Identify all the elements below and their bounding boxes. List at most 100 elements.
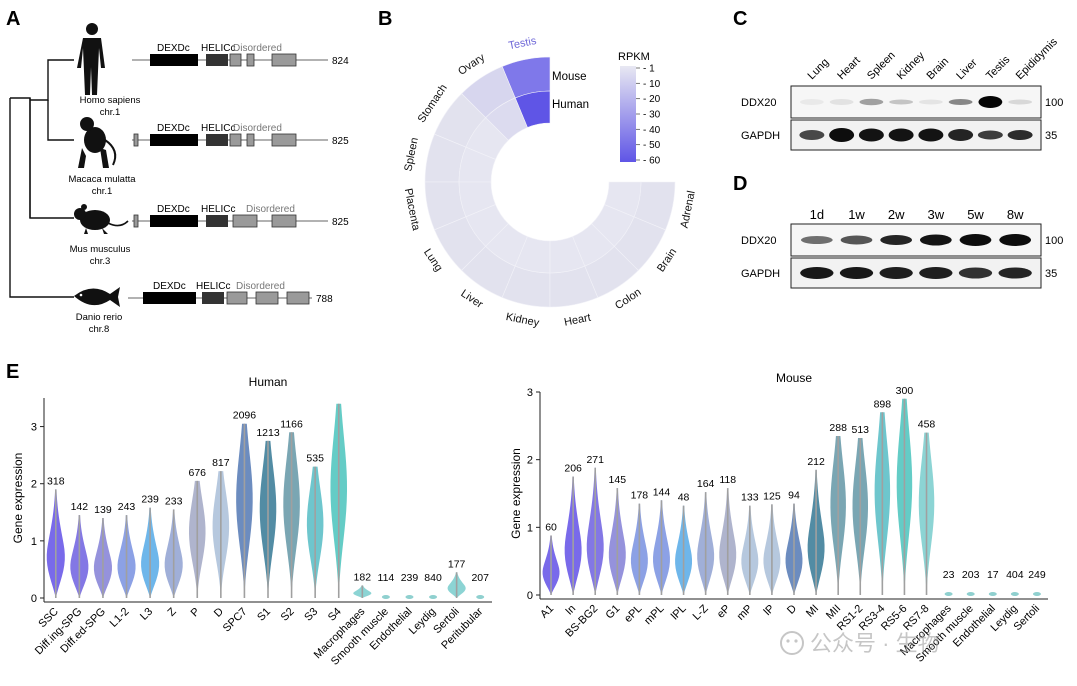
legend-tick-label: - 30: [643, 110, 661, 121]
cell-count-label: 178: [631, 490, 649, 502]
x-tick-label: Sertoli: [1012, 603, 1043, 634]
cell-count-label: 177: [448, 558, 466, 570]
x-tick-label: S3: [302, 606, 320, 624]
legend-tick-label: - 60: [643, 156, 661, 167]
panel-label-a: A: [6, 8, 20, 30]
y-axis-label: Gene expression: [11, 453, 25, 544]
protein-length: 825: [332, 136, 349, 147]
lane-label: 3w: [928, 207, 945, 222]
western-lane-labels: 1d 1w 2w 3w 5w 8w: [810, 207, 1024, 222]
band-gapdh: [829, 128, 855, 142]
panel-label-c: C: [733, 8, 747, 30]
violin-title: Human: [249, 375, 288, 389]
cell-count-label: 676: [188, 467, 206, 479]
band-gapdh: [879, 267, 913, 279]
x-tick-label: mP: [735, 603, 755, 623]
violin-title: Mouse: [776, 371, 812, 385]
cell-count-label: 139: [94, 504, 112, 516]
mw-marker: 35: [1045, 268, 1057, 280]
panel-b: Mouse Human TestisOvaryStomachSpleenPlac…: [402, 35, 698, 330]
band-gapdh: [998, 267, 1032, 279]
cell-count-label: 94: [788, 490, 800, 502]
x-tick-label: S4: [326, 606, 344, 624]
cell-count-label: 142: [71, 501, 89, 513]
tissue-label: Liver: [458, 288, 485, 311]
tissue-label: Testis: [508, 35, 538, 52]
blot-gapdh: [790, 119, 1042, 151]
x-tick-label: P: [189, 606, 203, 620]
blot-row-label: DDX20: [741, 235, 776, 247]
lane-label: Lung: [806, 56, 832, 82]
band-gapdh: [800, 267, 834, 279]
violin-body: [966, 592, 975, 596]
band-gapdh: [1007, 130, 1033, 140]
blot-row-label: GAPDH: [741, 268, 780, 280]
domain-diagram-zebrafish: DEXDc HELICc Disordered 788: [128, 281, 333, 305]
band-ddx20: [978, 96, 1003, 108]
band-gapdh: [888, 128, 914, 142]
tissue-label: Kidney: [505, 311, 541, 329]
y-axis-label: Gene expression: [509, 448, 523, 539]
species-chr: chr.8: [89, 324, 110, 335]
band-gapdh: [919, 267, 953, 279]
cell-count-label: 233: [165, 495, 183, 507]
cell-count-label: 48: [678, 492, 690, 504]
cell-count-label: 513: [851, 424, 869, 436]
cell-count-label: 182: [354, 571, 372, 583]
domain-diagram-macaque: DEXDc HELICc Disordered 825: [132, 123, 349, 147]
violin-body: [1010, 592, 1019, 596]
cell-count-label: 535: [306, 453, 324, 465]
species-name: Mus musculus: [70, 244, 131, 255]
violin-body: [1032, 592, 1041, 596]
band-gapdh: [977, 130, 1003, 140]
x-tick-label: G1: [604, 603, 623, 622]
species-chr: chr.1: [100, 107, 121, 118]
domain-label-disordered: Disordered: [246, 204, 295, 215]
tissue-label: Lung: [421, 247, 445, 274]
band-ddx20: [840, 235, 873, 245]
x-tick-label: eP: [715, 603, 733, 621]
band-ddx20: [918, 99, 943, 105]
domain-label-helicc: HELICc: [196, 281, 230, 292]
cell-count-label: 17: [987, 569, 999, 581]
domain-label-helicc: HELICc: [201, 123, 235, 134]
y-tick-label: 0: [31, 593, 37, 605]
domain-label-dexdc: DEXDc: [157, 43, 190, 54]
mw-marker: 100: [1045, 235, 1063, 247]
panel-label-d: D: [733, 173, 747, 195]
cell-count-label: 207: [471, 572, 489, 584]
y-tick-label: 1: [527, 522, 533, 534]
legend-ticks: - 1 - 10 - 20 - 30 - 40 - 50 - 60: [636, 64, 661, 167]
cell-count-label: 164: [697, 478, 715, 490]
cell-count-label: 458: [918, 419, 936, 431]
tissue-label: Adrenal: [679, 190, 698, 230]
violin-body: [429, 595, 438, 599]
protein-length: 824: [332, 56, 349, 67]
tissue-label: Heart: [563, 312, 592, 329]
cell-count-label: 145: [609, 474, 627, 486]
legend-tick-label: - 10: [643, 79, 661, 90]
band-ddx20: [889, 99, 914, 105]
species-name: Macaca mulatta: [68, 174, 136, 185]
x-tick-label: In: [563, 603, 578, 618]
lane-label: 8w: [1007, 207, 1024, 222]
rpkm-legend: RPKM - 1 - 10 - 20 - 30 - 40 - 50 - 60: [618, 51, 661, 167]
cell-count-label: 243: [118, 501, 136, 513]
cell-count-label: 239: [141, 494, 159, 506]
band-ddx20: [999, 234, 1032, 246]
band-gapdh: [918, 128, 944, 142]
domain-label-dexdc: DEXDc: [157, 123, 190, 134]
lane-label: 5w: [967, 207, 984, 222]
band-gapdh: [948, 129, 974, 141]
band-ddx20: [959, 234, 992, 246]
legend-colorbar: [620, 66, 636, 162]
y-tick-label: 1: [31, 536, 37, 548]
watermark: 公众号 · 生物: [780, 631, 940, 656]
x-tick-label: D: [212, 606, 226, 620]
x-tick-label: ePL: [622, 603, 644, 625]
cell-count-label: 203: [962, 569, 980, 581]
cell-count-label: 23: [943, 569, 955, 581]
